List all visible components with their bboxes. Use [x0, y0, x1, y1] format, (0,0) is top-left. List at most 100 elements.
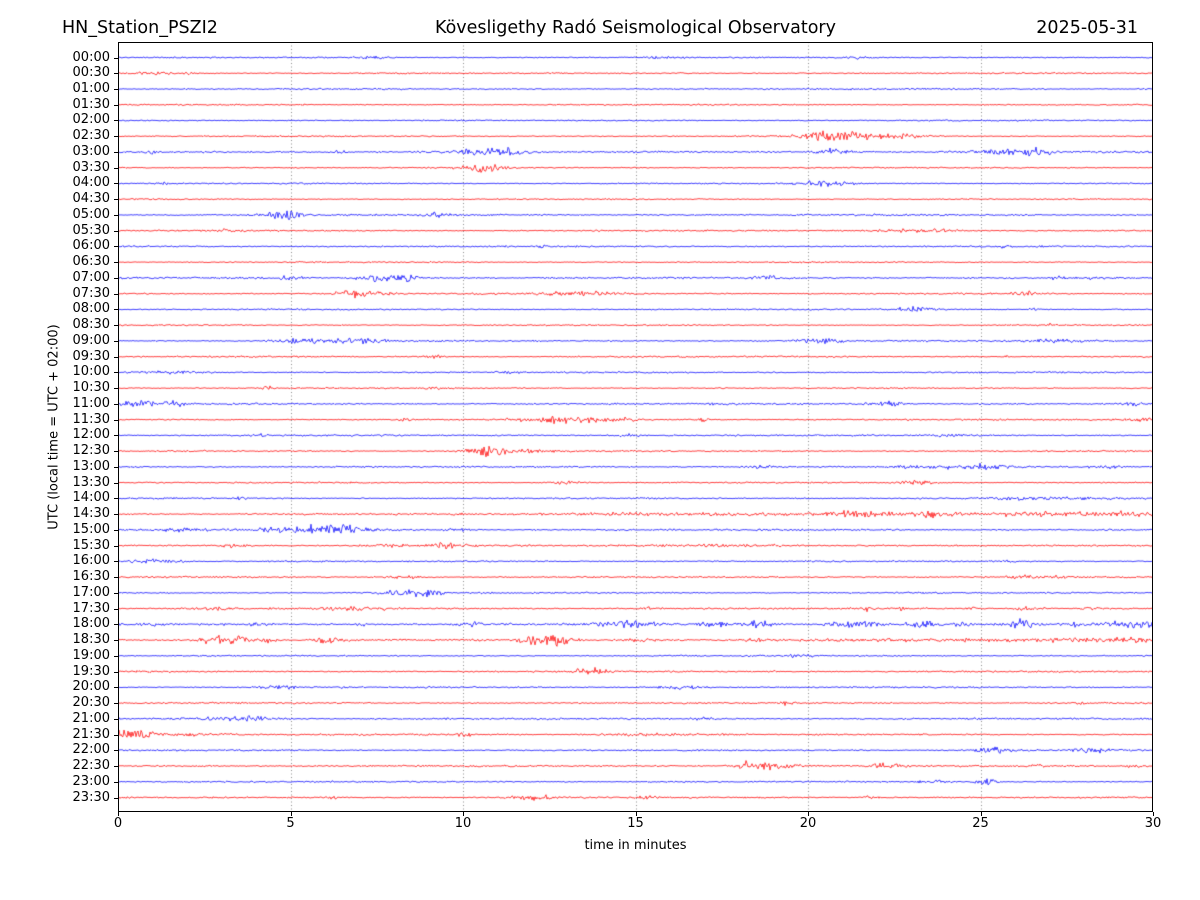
x-tick-mark: [118, 812, 119, 816]
y-tick-mark: [114, 246, 118, 247]
y-tick-label: 10:00: [72, 364, 110, 380]
y-tick-mark: [114, 420, 118, 421]
y-tick-mark: [114, 73, 118, 74]
y-tick-label: 05:00: [72, 206, 110, 222]
y-tick-label: 11:30: [72, 411, 110, 427]
x-tick-label: 30: [1144, 816, 1162, 831]
y-tick-label: 13:30: [72, 474, 110, 490]
observatory-title: Kövesligethy Radó Seismological Observat…: [435, 18, 836, 38]
x-tick-mark: [636, 812, 637, 816]
y-tick-label: 15:00: [72, 521, 110, 537]
y-tick-mark: [114, 735, 118, 736]
y-tick-label: 01:00: [72, 80, 110, 96]
y-tick-label: 22:00: [72, 742, 110, 758]
y-tick-mark: [114, 577, 118, 578]
y-tick-label: 16:30: [72, 569, 110, 585]
y-tick-mark: [114, 183, 118, 184]
x-axis-label: time in minutes: [584, 838, 687, 853]
y-tick-label: 07:30: [72, 285, 110, 301]
y-tick-mark: [114, 561, 118, 562]
y-tick-label: 19:30: [72, 663, 110, 679]
y-tick-label: 22:30: [72, 758, 110, 773]
station-title: HN_Station_PSZI2: [62, 18, 218, 38]
y-tick-label: 23:30: [72, 789, 110, 805]
x-tick-mark: [291, 812, 292, 816]
x-tick-mark: [1153, 812, 1154, 816]
y-tick-mark: [114, 798, 118, 799]
y-tick-mark: [114, 262, 118, 263]
y-tick-mark: [114, 357, 118, 358]
y-tick-mark: [114, 435, 118, 436]
y-tick-label: 17:00: [72, 584, 110, 600]
y-tick-label: 14:00: [72, 490, 110, 506]
y-tick-label: 10:30: [72, 380, 110, 396]
y-tick-label: 08:00: [72, 301, 110, 317]
y-tick-label: 02:00: [72, 112, 110, 128]
y-tick-label: 17:30: [72, 600, 110, 616]
y-tick-label: 00:30: [72, 65, 110, 81]
y-tick-label: 14:30: [72, 506, 110, 522]
y-tick-mark: [114, 766, 118, 767]
y-tick-label: 04:30: [72, 191, 110, 207]
y-tick-label: 11:00: [72, 395, 110, 411]
y-tick-label: 03:30: [72, 159, 110, 175]
y-tick-mark: [114, 325, 118, 326]
y-tick-label: 00:00: [72, 49, 110, 65]
y-tick-mark: [114, 719, 118, 720]
y-tick-mark: [114, 750, 118, 751]
y-tick-label: 06:00: [72, 238, 110, 254]
y-tick-mark: [114, 105, 118, 106]
y-tick-mark: [114, 199, 118, 200]
y-tick-label: 01:30: [72, 96, 110, 112]
y-tick-mark: [114, 388, 118, 389]
y-tick-mark: [114, 609, 118, 610]
x-tick-label: 20: [799, 816, 817, 831]
x-tick-label: 5: [286, 816, 295, 831]
y-tick-label: 19:00: [72, 647, 110, 663]
seismogram-canvas: [118, 42, 1153, 812]
x-tick-mark: [463, 812, 464, 816]
y-tick-label: 16:00: [72, 553, 110, 569]
y-tick-mark: [114, 58, 118, 59]
y-tick-label: 18:00: [72, 616, 110, 632]
y-tick-label: 20:30: [72, 695, 110, 711]
y-tick-mark: [114, 136, 118, 137]
y-tick-mark: [114, 168, 118, 169]
y-tick-label: 18:30: [72, 632, 110, 648]
y-tick-label: 21:30: [72, 726, 110, 742]
x-tick-label: 25: [972, 816, 989, 831]
y-tick-label: 09:30: [72, 348, 110, 364]
y-tick-mark: [114, 231, 118, 232]
y-tick-label: 07:00: [72, 269, 110, 285]
y-tick-mark: [114, 624, 118, 625]
y-tick-label: 06:30: [72, 254, 110, 270]
date-title: 2025-05-31: [1036, 18, 1138, 38]
y-tick-mark: [114, 120, 118, 121]
y-tick-mark: [114, 672, 118, 673]
x-tick-label: 15: [627, 816, 644, 831]
y-tick-label: 08:30: [72, 317, 110, 333]
y-tick-label: 09:00: [72, 332, 110, 348]
y-tick-mark: [114, 89, 118, 90]
y-tick-mark: [114, 593, 118, 594]
y-tick-label: 02:30: [72, 128, 110, 144]
y-tick-mark: [114, 782, 118, 783]
y-tick-label: 13:00: [72, 458, 110, 474]
y-tick-mark: [114, 687, 118, 688]
y-tick-label: 03:00: [72, 143, 110, 159]
y-tick-mark: [114, 483, 118, 484]
y-tick-mark: [114, 404, 118, 405]
y-tick-label: 23:00: [72, 773, 110, 789]
x-tick-mark: [981, 812, 982, 816]
x-tick-mark: [808, 812, 809, 816]
y-tick-label: 04:00: [72, 175, 110, 191]
y-tick-mark: [114, 640, 118, 641]
y-tick-label: 21:00: [72, 710, 110, 726]
y-tick-mark: [114, 372, 118, 373]
y-tick-mark: [114, 278, 118, 279]
y-tick-mark: [114, 451, 118, 452]
y-tick-mark: [114, 309, 118, 310]
y-tick-label: 12:30: [72, 443, 110, 459]
y-tick-label: 15:30: [72, 537, 110, 553]
